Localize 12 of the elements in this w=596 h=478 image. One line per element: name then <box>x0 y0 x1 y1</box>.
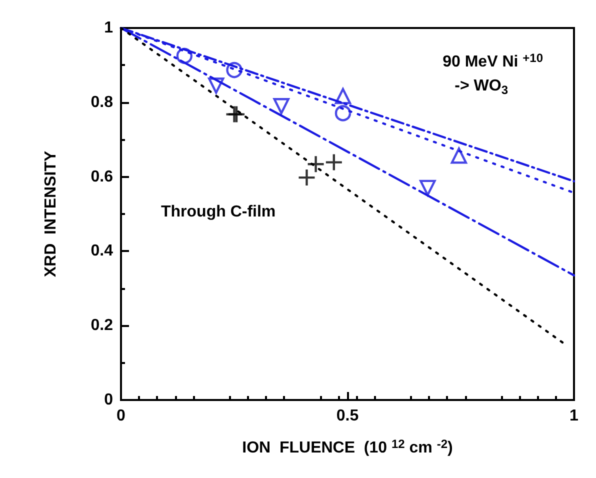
y-tick-label: 0 <box>104 392 114 408</box>
x-tick-label: 1 <box>570 408 579 424</box>
x-tick-label: 0.5 <box>336 408 359 424</box>
y-tick-label: 0.4 <box>90 242 114 260</box>
y-tick-label: 0.2 <box>90 317 114 334</box>
annotation: 90 MeV Ni +10 <box>442 51 544 70</box>
y-axis-title: XRD INTENSITY <box>42 150 60 278</box>
y-tick-label: 0.6 <box>90 168 114 186</box>
annotation: Through C-film <box>161 204 276 220</box>
y-tick-label: 0.8 <box>90 94 114 111</box>
x-tick-label: 0 <box>116 408 126 424</box>
y-tick-label: 1 <box>104 20 114 36</box>
